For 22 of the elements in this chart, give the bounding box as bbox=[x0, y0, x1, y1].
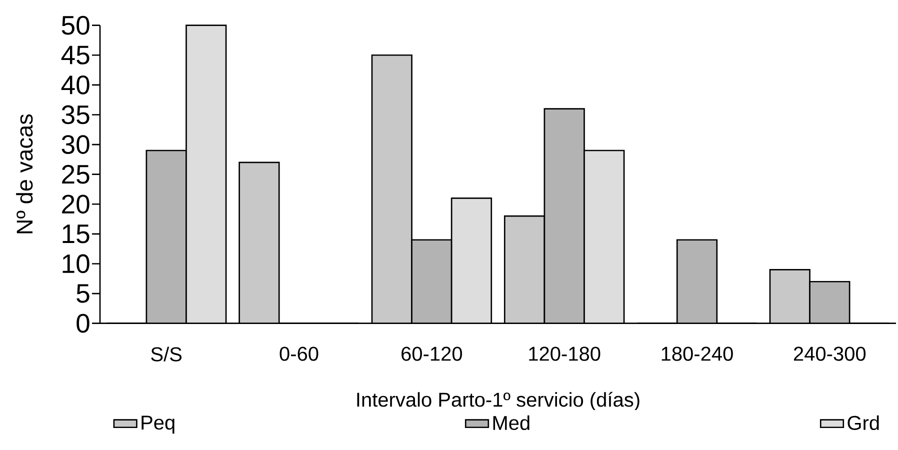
x-tick-label: 0-60 bbox=[280, 346, 318, 361]
y-tick-label: 50 bbox=[62, 16, 90, 35]
y-tick-label: 0 bbox=[76, 314, 90, 333]
y-tick-label: 40 bbox=[61, 76, 90, 94]
y-tick-label: 35 bbox=[62, 105, 90, 124]
y-axis-title: Nº de vacas bbox=[16, 114, 33, 234]
x-axis-title: Intervalo Parto-1º servicio (días) bbox=[357, 392, 640, 411]
y-tick-label: 5 bbox=[76, 284, 90, 303]
y-tick-label: 20 bbox=[62, 194, 90, 214]
x-tick-label: 60-120 bbox=[402, 346, 462, 361]
x-tick-label: 180-240 bbox=[662, 346, 733, 361]
legend-label: Med bbox=[493, 415, 530, 430]
y-tick-label: 30 bbox=[62, 135, 90, 154]
y-tick-label: 15 bbox=[62, 224, 90, 244]
y-tick-label: 25 bbox=[62, 164, 90, 184]
x-tick-label: 120-180 bbox=[529, 346, 600, 361]
legend-label: Peq bbox=[142, 416, 174, 434]
y-tick-label: 45 bbox=[61, 46, 90, 64]
y-tick-label: 10 bbox=[62, 254, 90, 274]
x-tick-label: 240-300 bbox=[794, 346, 866, 361]
x-tick-label: S/S bbox=[151, 346, 182, 362]
legend-label: Grd bbox=[848, 415, 879, 430]
